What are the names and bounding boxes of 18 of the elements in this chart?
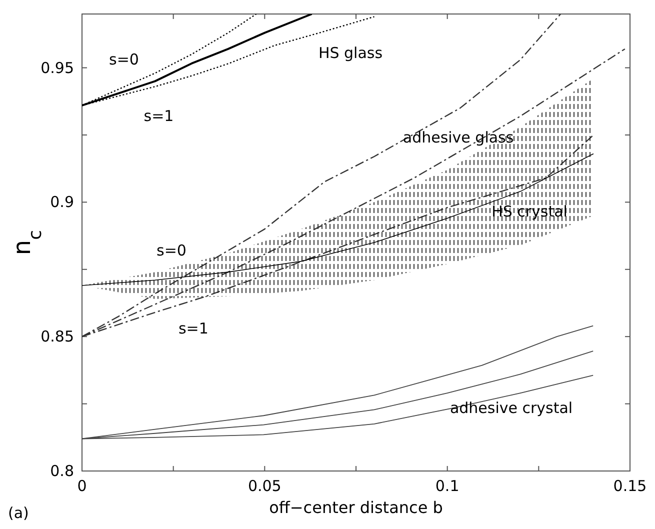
x-tick-label: 0.05 xyxy=(248,477,282,495)
x-tick-label: 0 xyxy=(77,477,87,495)
annotation: s=1 xyxy=(178,320,208,338)
x-tick-label: 0.15 xyxy=(613,477,647,495)
annotation: s=0 xyxy=(109,50,139,69)
y-tick-label: 0.85 xyxy=(40,328,74,346)
annotation: adhesive glass xyxy=(402,128,514,147)
annotation: adhesive crystal xyxy=(450,398,573,417)
annotation: s=1 xyxy=(144,107,174,126)
annotation: s=0 xyxy=(156,242,186,260)
y-tick-label: 0.9 xyxy=(50,193,74,212)
x-tick-label: 0.1 xyxy=(435,477,460,495)
annotation: HS glass xyxy=(318,44,383,62)
y-tick-label: 0.95 xyxy=(40,58,74,77)
text: (a) xyxy=(8,504,29,522)
y-tick-label: 0.8 xyxy=(50,462,74,480)
x-axis-title: off−center distance b xyxy=(269,498,443,517)
annotation: HS crystal xyxy=(492,202,568,221)
